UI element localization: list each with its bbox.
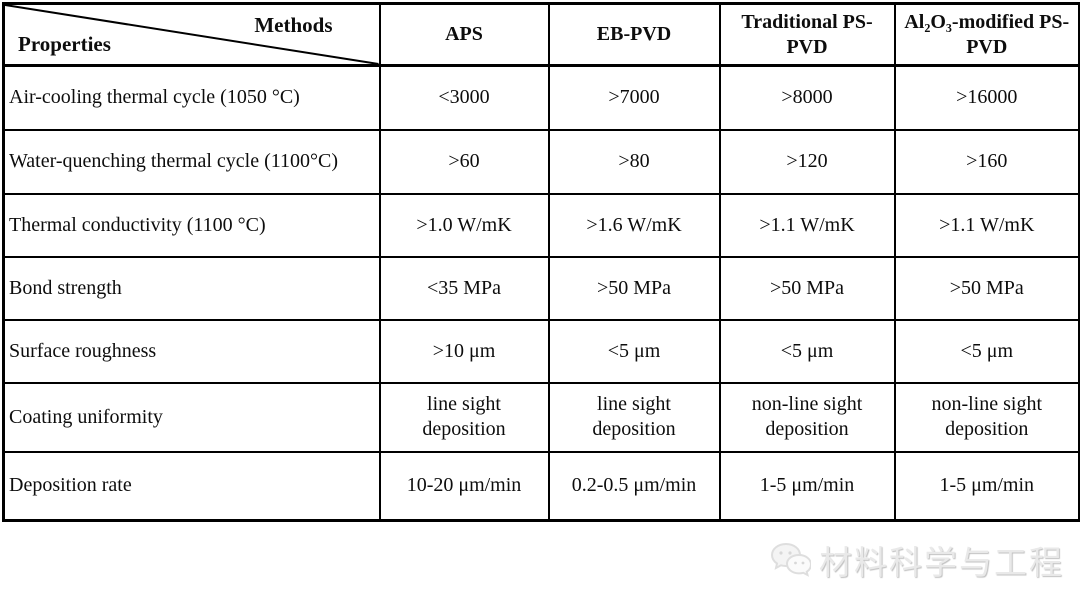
property-cell: Air-cooling thermal cycle (1050 °C) [2, 64, 381, 131]
value-cell: >10 μm [378, 318, 550, 384]
header-row: Methods Properties APS EB-PVD Traditional … [2, 2, 1080, 67]
property-cell: Bond strength [2, 255, 381, 321]
table-row: Thermal conductivity (1100 °C) >1.0 W/mK >… [2, 192, 1080, 258]
property-cell: Deposition rate [2, 450, 381, 522]
table-row: Bond strength <35 MPa >50 MPa >50 MPa >50 MP… [2, 255, 1080, 321]
value-cell: <5 μm [718, 318, 896, 384]
table-row: Water-quenching thermal cycle (1100°C) >6… [2, 128, 1080, 195]
value-cell: <5 μm [893, 318, 1080, 384]
value-cell: <35 MPa [378, 255, 550, 321]
property-cell: Coating uniformity [2, 381, 381, 453]
column-header: EB-PVD [547, 2, 721, 67]
table-row: Surface roughness >10 μm <5 μm <5 μm <5 μm [2, 318, 1080, 384]
value-cell: >120 [718, 128, 896, 195]
value-cell: 10-20 μm/min [378, 450, 550, 522]
wechat-icon [770, 542, 811, 577]
value-cell: 1-5 μm/min [718, 450, 896, 522]
value-cell: >80 [547, 128, 721, 195]
column-header: APS [378, 2, 550, 67]
value-cell: >1.6 W/mK [547, 192, 721, 258]
column-header: Traditional PS-PVD [718, 2, 896, 67]
watermark: 材料科学与工程 [769, 536, 1064, 584]
value-cell: 0.2-0.5 μm/min [547, 450, 721, 522]
table-row: Coating uniformity line sight deposition l… [2, 381, 1080, 453]
value-cell: non-line sight deposition [718, 381, 896, 453]
value-cell: >8000 [718, 64, 896, 131]
property-cell: Thermal conductivity (1100 °C) [2, 192, 381, 258]
value-cell: >7000 [547, 64, 721, 131]
comparison-table: Methods Properties APS EB-PVD Traditional … [2, 2, 1080, 522]
value-cell: 1-5 μm/min [893, 450, 1080, 522]
corner-methods-label: Methods [254, 13, 333, 37]
value-cell: >50 MPa [718, 255, 896, 321]
value-cell: >16000 [893, 64, 1080, 131]
value-cell: >160 [893, 128, 1080, 195]
value-cell: >50 MPa [893, 255, 1080, 321]
value-cell: <5 μm [547, 318, 721, 384]
value-cell: >1.0 W/mK [378, 192, 550, 258]
table-row: Deposition rate 10-20 μm/min 0.2-0.5 μm/mi… [2, 450, 1080, 522]
value-cell: >60 [378, 128, 550, 195]
value-cell: >1.1 W/mK [893, 192, 1080, 258]
property-cell: Water-quenching thermal cycle (1100°C) [2, 128, 381, 195]
value-cell: >1.1 W/mK [718, 192, 896, 258]
table-row: Air-cooling thermal cycle (1050 °C) <3000… [2, 64, 1080, 131]
value-cell: line sight deposition [547, 381, 721, 453]
value-cell: >50 MPa [547, 255, 721, 321]
corner-properties-label: Properties [18, 32, 111, 56]
property-cell: Surface roughness [2, 318, 381, 384]
value-cell: line sight deposition [378, 381, 550, 453]
corner-header-cell: Methods Properties [2, 2, 381, 67]
watermark-text: 材料科学与工程 [819, 546, 1064, 582]
value-cell: <3000 [378, 64, 550, 131]
value-cell: non-line sight deposition [893, 381, 1080, 453]
column-header: Al₂O₃-modified PS-PVD [893, 2, 1080, 67]
diagonal-divider [5, 5, 379, 64]
